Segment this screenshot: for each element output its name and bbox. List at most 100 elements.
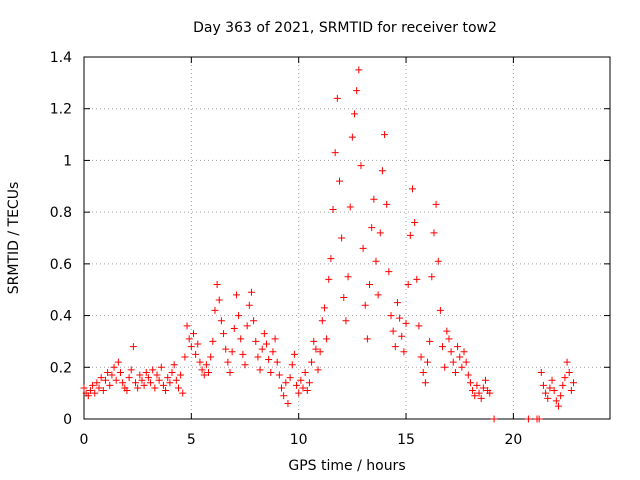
data-point bbox=[331, 149, 339, 157]
data-point bbox=[314, 366, 322, 374]
data-point bbox=[361, 301, 369, 309]
data-point bbox=[86, 387, 94, 395]
data-point bbox=[477, 394, 485, 402]
data-point bbox=[220, 330, 228, 338]
data-point bbox=[116, 368, 124, 376]
data-point bbox=[404, 281, 412, 289]
data-point bbox=[84, 392, 92, 400]
data-point bbox=[471, 392, 479, 400]
data-point bbox=[376, 229, 384, 237]
data-point bbox=[288, 361, 296, 369]
data-point bbox=[426, 337, 434, 345]
data-point bbox=[166, 379, 174, 387]
data-point bbox=[305, 379, 313, 387]
data-point bbox=[235, 312, 243, 320]
plot-frame bbox=[83, 56, 611, 420]
x-tick-labels: 0 5 10 15 20 bbox=[80, 432, 523, 448]
data-point bbox=[91, 389, 99, 397]
data-point bbox=[267, 368, 275, 376]
data-point bbox=[132, 379, 140, 387]
y-tick-label: 1 bbox=[63, 153, 72, 169]
data-point bbox=[97, 374, 105, 382]
data-point bbox=[393, 299, 401, 307]
data-point bbox=[342, 317, 350, 325]
data-point bbox=[333, 94, 341, 102]
data-point bbox=[192, 350, 200, 358]
data-point bbox=[462, 358, 470, 366]
data-point bbox=[464, 371, 472, 379]
data-point bbox=[389, 327, 397, 335]
data-point bbox=[383, 200, 391, 208]
data-point bbox=[189, 330, 197, 338]
data-point bbox=[108, 371, 116, 379]
data-point bbox=[411, 218, 419, 226]
data-point bbox=[280, 392, 288, 400]
data-point bbox=[346, 203, 354, 211]
data-point bbox=[542, 389, 550, 397]
data-point bbox=[177, 371, 185, 379]
data-point bbox=[359, 244, 367, 252]
data-point bbox=[396, 314, 404, 322]
data-point bbox=[198, 366, 206, 374]
data-point bbox=[486, 389, 494, 397]
data-point bbox=[335, 177, 343, 185]
data-point bbox=[136, 371, 144, 379]
data-point bbox=[550, 387, 558, 395]
data-point bbox=[138, 376, 146, 384]
data-point bbox=[473, 381, 481, 389]
data-point bbox=[415, 322, 423, 330]
data-point bbox=[391, 343, 399, 351]
data-point bbox=[381, 131, 389, 139]
data-point bbox=[159, 381, 167, 389]
data-point bbox=[228, 348, 236, 356]
data-point bbox=[402, 319, 410, 327]
data-point bbox=[310, 337, 318, 345]
data-point bbox=[157, 363, 165, 371]
data-point bbox=[320, 304, 328, 312]
data-point bbox=[119, 379, 127, 387]
data-point bbox=[241, 361, 249, 369]
data-point bbox=[490, 415, 498, 423]
data-point bbox=[323, 335, 331, 343]
y-tick-label: 1.2 bbox=[50, 102, 72, 118]
data-point bbox=[284, 399, 292, 407]
data-point bbox=[413, 275, 421, 283]
data-point bbox=[265, 356, 273, 364]
data-point bbox=[308, 358, 316, 366]
data-point bbox=[134, 384, 142, 392]
data-point bbox=[162, 387, 170, 395]
data-point bbox=[127, 366, 135, 374]
data-point bbox=[366, 281, 374, 289]
data-point bbox=[172, 376, 180, 384]
data-point bbox=[430, 229, 438, 237]
x-tick-label: 5 bbox=[187, 432, 196, 448]
data-point bbox=[370, 195, 378, 203]
data-point bbox=[539, 381, 547, 389]
data-point bbox=[273, 358, 281, 366]
x-tick-label: 15 bbox=[397, 432, 415, 448]
x-axis-label: GPS time / hours bbox=[288, 458, 405, 474]
data-point bbox=[200, 371, 208, 379]
data-point bbox=[434, 257, 442, 265]
data-point bbox=[469, 387, 477, 395]
data-point bbox=[147, 379, 155, 387]
data-point bbox=[565, 368, 573, 376]
data-point bbox=[207, 353, 215, 361]
data-point bbox=[353, 87, 361, 95]
data-point bbox=[179, 389, 187, 397]
data-point bbox=[247, 288, 255, 296]
data-point bbox=[443, 327, 451, 335]
data-point bbox=[183, 322, 191, 330]
chart-title: Day 363 of 2021, SRMTID for receiver tow… bbox=[193, 20, 497, 36]
data-point bbox=[222, 345, 230, 353]
data-point bbox=[245, 301, 253, 309]
data-point bbox=[312, 345, 320, 353]
data-point bbox=[260, 330, 268, 338]
data-point bbox=[548, 376, 556, 384]
grid-lines bbox=[84, 57, 610, 419]
x-tick-label: 20 bbox=[504, 432, 522, 448]
data-point bbox=[256, 366, 264, 374]
data-point bbox=[428, 273, 436, 281]
y-tick-label: 0.8 bbox=[50, 205, 72, 221]
